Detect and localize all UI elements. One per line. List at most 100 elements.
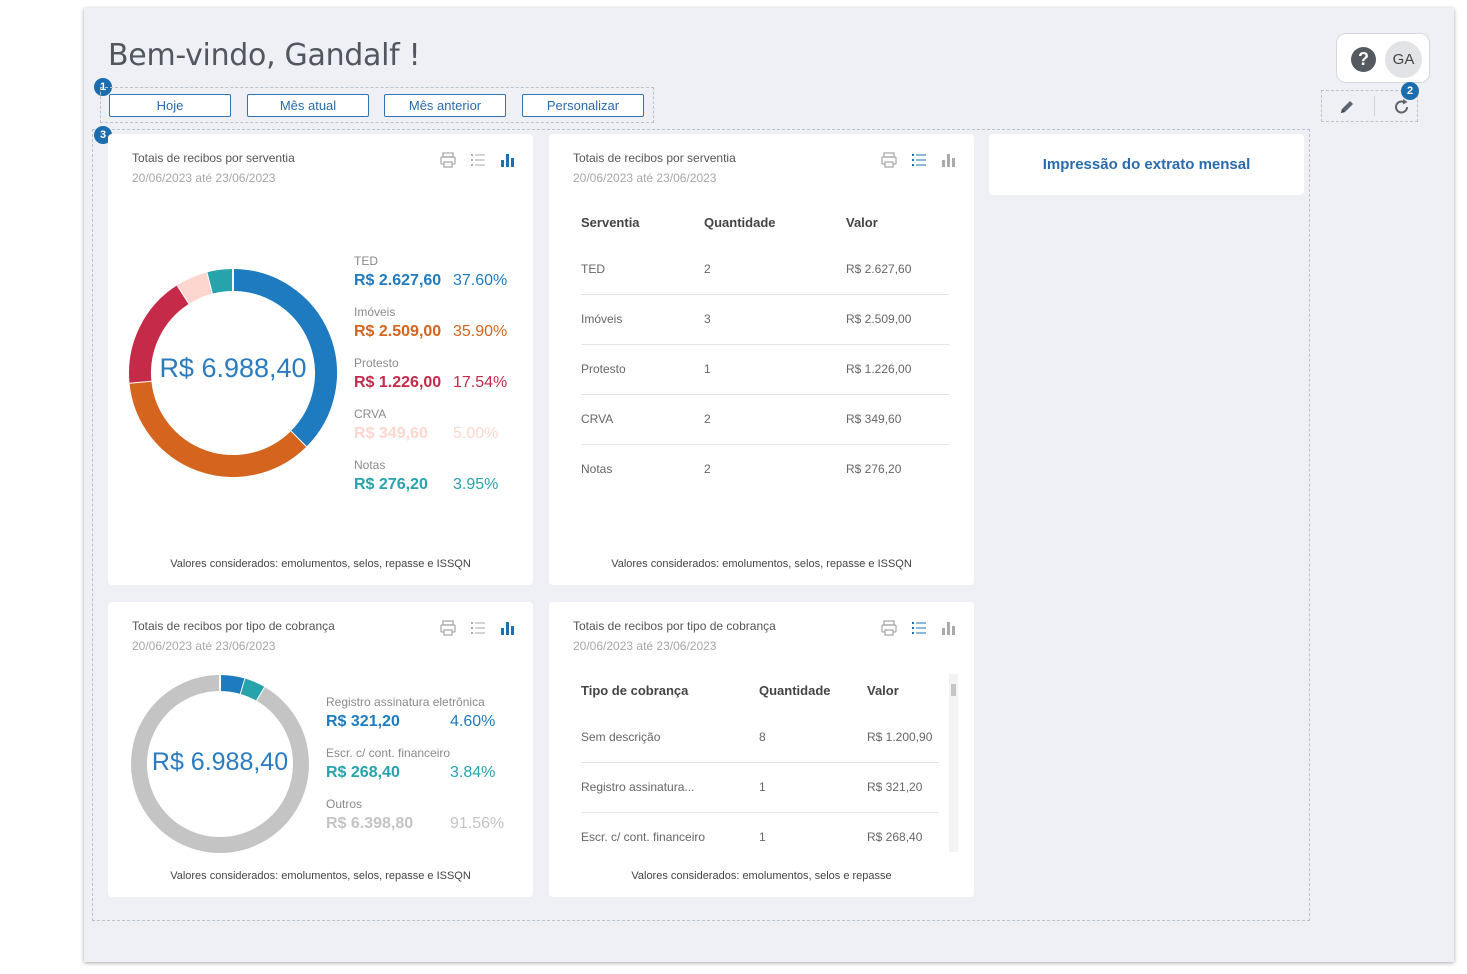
legend-label: Escr. c/ cont. financeiro bbox=[326, 746, 451, 760]
donut-slice-separator bbox=[239, 678, 247, 695]
table-cell: Notas bbox=[581, 462, 613, 477]
avatar[interactable]: GA bbox=[1385, 41, 1422, 78]
print-icon[interactable] bbox=[880, 151, 898, 169]
card-title: Totais de recibos por serventia bbox=[132, 151, 295, 165]
table-row[interactable]: CRVA 2 R$ 349,60 bbox=[581, 394, 949, 445]
table-row[interactable]: Escr. c/ cont. financeiro 1 R$ 268,40 bbox=[581, 812, 939, 858]
card-date: 20/06/2023 até 23/06/2023 bbox=[573, 171, 717, 185]
donut-slice-notas[interactable] bbox=[207, 269, 234, 294]
serventia-table: Serventia Quantidade Valor TED 2 R$ 2.627,… bbox=[581, 200, 949, 494]
serventia-table-card: Totais de recibos por serventia 20/06/20… bbox=[549, 134, 974, 585]
legend-percentage: 91.56% bbox=[450, 815, 505, 832]
legend-percentage: 17.54% bbox=[453, 374, 508, 391]
card-date: 20/06/2023 até 23/06/2023 bbox=[132, 171, 276, 185]
card-view-icons bbox=[880, 619, 958, 637]
column-header[interactable]: Valor bbox=[867, 682, 899, 698]
table-cell: 3 bbox=[704, 294, 846, 345]
legend-value: R$ 1.226,00 bbox=[354, 374, 442, 391]
donut-slice-crva[interactable] bbox=[177, 272, 214, 304]
donut-slice-registro-assinatura-eletr-nica[interactable] bbox=[219, 675, 246, 695]
list-view-icon[interactable] bbox=[469, 619, 487, 637]
table-cell: 8 bbox=[759, 712, 867, 763]
table-cell: R$ 349,60 bbox=[846, 394, 949, 445]
column-header[interactable]: Serventia bbox=[581, 214, 640, 230]
table-row[interactable]: TED 2 R$ 2.627,60 bbox=[581, 244, 949, 295]
table-scrollbar[interactable] bbox=[949, 674, 958, 852]
list-view-icon[interactable] bbox=[910, 619, 928, 637]
card-date: 20/06/2023 até 23/06/2023 bbox=[132, 639, 276, 653]
table-cell: R$ 321,20 bbox=[867, 762, 939, 813]
legend-percentage: 3.84% bbox=[450, 764, 496, 781]
print-icon[interactable] bbox=[880, 619, 898, 637]
legend-percentage: 5.00% bbox=[453, 425, 499, 442]
welcome-title: Bem-vindo, Gandalf ! bbox=[108, 38, 421, 73]
donut-slice-im-veis[interactable] bbox=[129, 380, 307, 477]
cobranca-donut-chart bbox=[131, 675, 309, 853]
legend-percentage: 3.95% bbox=[453, 476, 499, 493]
table-row[interactable]: Imóveis 3 R$ 2.509,00 bbox=[581, 294, 949, 345]
legend-label: Registro assinatura eletrônica bbox=[326, 695, 485, 709]
card-view-icons bbox=[439, 619, 517, 637]
chart-view-icon[interactable] bbox=[499, 619, 517, 637]
table-cell: R$ 2.627,60 bbox=[846, 244, 949, 295]
table-row[interactable]: Sem descrição 8 R$ 1.200,90 bbox=[581, 712, 939, 763]
donut-slice-outros[interactable] bbox=[131, 675, 309, 853]
today-button[interactable]: Hoje bbox=[109, 94, 231, 117]
column-header[interactable]: Quantidade bbox=[704, 214, 776, 230]
card-footer: Valores considerados: emolumentos, selos… bbox=[170, 558, 471, 570]
legend-percentage: 4.60% bbox=[450, 713, 496, 730]
chart-view-icon[interactable] bbox=[940, 151, 958, 169]
card-title: Totais de recibos por serventia bbox=[573, 151, 736, 165]
current-month-button[interactable]: Mês atual bbox=[247, 94, 369, 117]
period-selector: Hoje Mês atual Mês anterior Personalizar bbox=[100, 87, 654, 123]
table-cell: 1 bbox=[704, 344, 846, 395]
table-cell: R$ 2.509,00 bbox=[846, 294, 949, 345]
table-cell: Imóveis bbox=[581, 294, 704, 345]
table-cell: Sem descrição bbox=[581, 712, 759, 763]
legend-value: R$ 2.627,60 bbox=[354, 272, 442, 289]
table-cell: CRVA bbox=[581, 394, 704, 445]
cobranca-table-scroll: Tipo de cobrança Quantidade Valor Sem de… bbox=[581, 668, 939, 858]
donut-slice-protesto[interactable] bbox=[129, 285, 190, 383]
column-header[interactable]: Quantidade bbox=[759, 682, 831, 698]
donut-total: R$ 6.988,40 bbox=[151, 748, 289, 776]
card-footer: Valores considerados: emolumentos, selos… bbox=[631, 870, 892, 882]
table-cell: 1 bbox=[759, 762, 867, 813]
table-cell: Protesto bbox=[581, 344, 704, 395]
user-box: ? GA bbox=[1336, 33, 1430, 83]
donut-slice-escr-c-cont-financeiro[interactable] bbox=[240, 678, 265, 702]
chart-view-icon[interactable] bbox=[940, 619, 958, 637]
legend-value: R$ 276,20 bbox=[354, 476, 428, 493]
monthly-statement-print-card[interactable]: Impressão do extrato mensal bbox=[989, 134, 1304, 195]
print-icon[interactable] bbox=[439, 151, 457, 169]
column-header[interactable]: Tipo de cobrança bbox=[581, 682, 689, 698]
list-view-icon[interactable] bbox=[910, 151, 928, 169]
card-view-icons bbox=[880, 151, 958, 169]
print-icon[interactable] bbox=[439, 619, 457, 637]
edit-pencil-icon[interactable] bbox=[1338, 98, 1356, 121]
scrollbar-thumb[interactable] bbox=[951, 684, 956, 696]
table-row[interactable]: Protesto 1 R$ 1.226,00 bbox=[581, 344, 949, 395]
previous-month-button[interactable]: Mês anterior bbox=[384, 94, 506, 117]
table-cell: 2 bbox=[704, 394, 846, 445]
serventia-donut-chart bbox=[129, 269, 337, 477]
table-row[interactable]: Notas 2 R$ 276,20 bbox=[581, 444, 949, 494]
legend-percentage: 37.60% bbox=[453, 272, 508, 289]
table-cell: R$ 1.226,00 bbox=[846, 344, 949, 395]
dashboard-frame: Bem-vindo, Gandalf ! 1 Hoje Mês atual Mê… bbox=[84, 8, 1454, 962]
table-cell: 2 bbox=[704, 462, 711, 477]
legend-value: R$ 321,20 bbox=[326, 713, 400, 730]
refresh-icon[interactable] bbox=[1392, 97, 1412, 122]
legend-value: R$ 2.509,00 bbox=[354, 323, 442, 340]
chart-view-icon[interactable] bbox=[499, 151, 517, 169]
list-view-icon[interactable] bbox=[469, 151, 487, 169]
help-icon[interactable]: ? bbox=[1351, 47, 1376, 72]
column-header[interactable]: Valor bbox=[846, 214, 878, 230]
legend-percentage: 35.90% bbox=[453, 323, 508, 340]
table-cell: 2 bbox=[704, 244, 846, 295]
table-row[interactable]: Registro assinatura... 1 R$ 321,20 bbox=[581, 762, 939, 813]
cobranca-table: Tipo de cobrança Quantidade Valor Sem de… bbox=[581, 668, 939, 858]
donut-slice-ted[interactable] bbox=[232, 269, 337, 447]
customize-button[interactable]: Personalizar bbox=[522, 94, 644, 117]
donut-total: R$ 6.988,40 bbox=[159, 353, 307, 383]
